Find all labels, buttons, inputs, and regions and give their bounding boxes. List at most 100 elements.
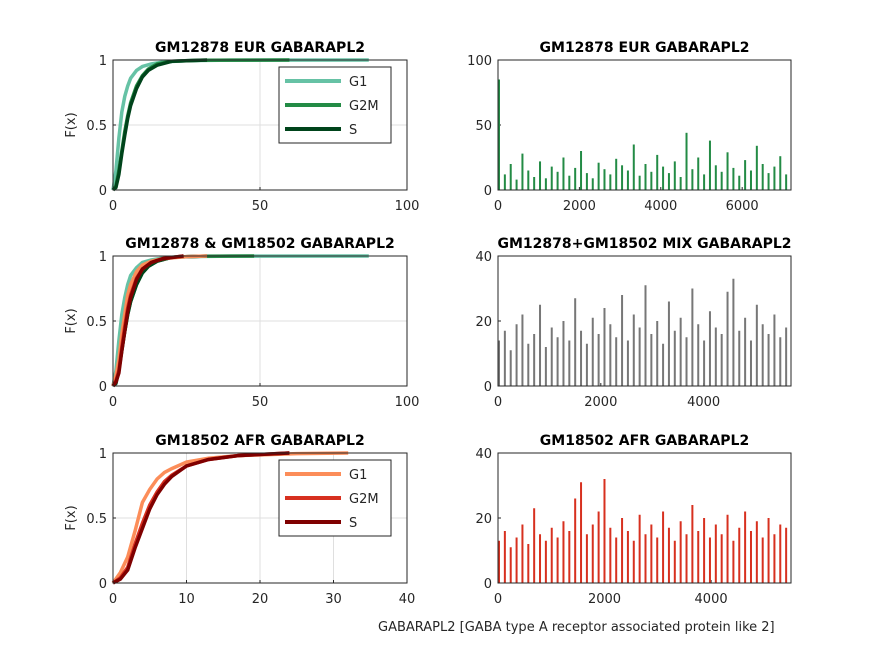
bar <box>656 321 659 386</box>
bar <box>550 166 553 190</box>
bar <box>544 347 547 386</box>
bar <box>503 330 506 386</box>
bar <box>621 518 624 583</box>
bar <box>691 169 694 190</box>
y-tick-label: 40 <box>475 447 492 462</box>
subplot: 0 10 20 30 40 0 0.5 1 GM18502 AFR GABARAPL2 F(x) G… <box>64 433 415 607</box>
x-tick-label: 2000 <box>584 395 617 410</box>
bar <box>703 174 706 190</box>
bar <box>580 482 583 583</box>
y-axis-label: F(x) <box>64 308 79 333</box>
bar <box>656 154 659 190</box>
bar <box>521 153 524 190</box>
bar <box>568 340 571 386</box>
bar <box>550 527 553 583</box>
bar <box>691 288 694 386</box>
bar <box>679 177 682 190</box>
bar <box>603 169 606 190</box>
subplot: 0 50 100 0 0.5 1 GM12878 EUR GABARAPL2 F(x) G1 G2… <box>64 40 419 214</box>
x-tick-label: 0 <box>109 592 117 607</box>
bar <box>644 164 647 190</box>
bar <box>533 508 536 583</box>
x-axis-label: GABARAPL2 [GABA type A receptor associat… <box>378 620 775 635</box>
bar <box>667 173 670 190</box>
x-tick-label: 0 <box>494 395 502 410</box>
cdf-line <box>112 451 290 585</box>
bar <box>767 334 770 386</box>
y-tick-label: 40 <box>475 250 492 265</box>
bar <box>615 337 618 386</box>
bar <box>744 511 747 583</box>
bar <box>708 140 711 190</box>
y-tick-label: 0 <box>484 184 492 199</box>
bar <box>539 534 542 583</box>
bar <box>591 317 594 386</box>
bar <box>673 330 676 386</box>
bar <box>585 343 588 386</box>
bar <box>732 278 735 386</box>
x-tick-label: 40 <box>399 592 416 607</box>
bar <box>738 527 741 583</box>
bar <box>632 540 635 583</box>
bar <box>708 311 711 386</box>
bar <box>591 524 594 583</box>
bar <box>714 327 717 386</box>
bar <box>498 340 500 386</box>
bar <box>603 308 606 386</box>
bar <box>509 164 512 190</box>
subplot-title: GM12878 EUR GABARAPL2 <box>540 40 750 56</box>
bar <box>515 537 518 583</box>
subplot-title: GM18502 AFR GABARAPL2 <box>155 433 364 449</box>
bar <box>580 151 583 190</box>
axes-box <box>112 59 408 191</box>
bar <box>720 534 723 583</box>
bar <box>667 527 670 583</box>
bar <box>679 317 682 386</box>
bar <box>685 132 688 190</box>
subplot-title: GM12878+GM18502 MIX GABARAPL2 <box>497 236 791 252</box>
x-tick-label: 10 <box>178 592 195 607</box>
bar <box>539 161 542 190</box>
subplot: 0 2000 4000 6000 0 50 100 GM12878 EUR GABARAPL2 <box>467 40 792 214</box>
bar <box>685 534 688 583</box>
bar <box>685 337 688 386</box>
bar <box>703 518 706 583</box>
bar <box>585 173 588 190</box>
y-tick-label: 1 <box>99 447 107 462</box>
bar <box>749 170 752 190</box>
bar <box>662 511 665 583</box>
bar <box>621 295 624 386</box>
bar <box>509 547 512 583</box>
y-tick-label: 0.5 <box>86 315 107 330</box>
bar <box>580 330 583 386</box>
bar <box>550 327 553 386</box>
subplot: 0 50 100 0 0.5 1 GM12878 & GM18502 GABARAPL2 F(… <box>64 236 419 410</box>
y-tick-label: 1 <box>99 250 107 265</box>
bar <box>574 167 577 190</box>
y-tick-label: 20 <box>475 512 492 527</box>
y-tick-label: 0 <box>99 380 107 395</box>
bar <box>656 537 659 583</box>
bar <box>568 531 571 583</box>
bar <box>609 174 612 190</box>
bar <box>632 314 635 386</box>
bar <box>503 174 506 190</box>
bar <box>755 521 758 583</box>
x-tick-label: 6000 <box>726 199 759 214</box>
bar <box>527 544 530 583</box>
bar <box>615 158 618 190</box>
bar <box>597 334 600 386</box>
axes-box <box>112 255 408 387</box>
bar <box>779 337 782 386</box>
y-tick-label: 100 <box>467 54 492 69</box>
bar <box>662 166 665 190</box>
bar <box>738 175 741 190</box>
x-tick-label: 4000 <box>687 395 720 410</box>
bar <box>726 291 729 386</box>
subplot: 0 2000 4000 0 20 40 GM12878+GM18502 MIX GABARA… <box>475 236 791 410</box>
bar <box>679 521 682 583</box>
legend-label: G1 <box>349 468 367 483</box>
bar <box>544 178 547 190</box>
subplot-title: GM12878 EUR GABARAPL2 <box>155 40 365 56</box>
bar <box>556 337 559 386</box>
